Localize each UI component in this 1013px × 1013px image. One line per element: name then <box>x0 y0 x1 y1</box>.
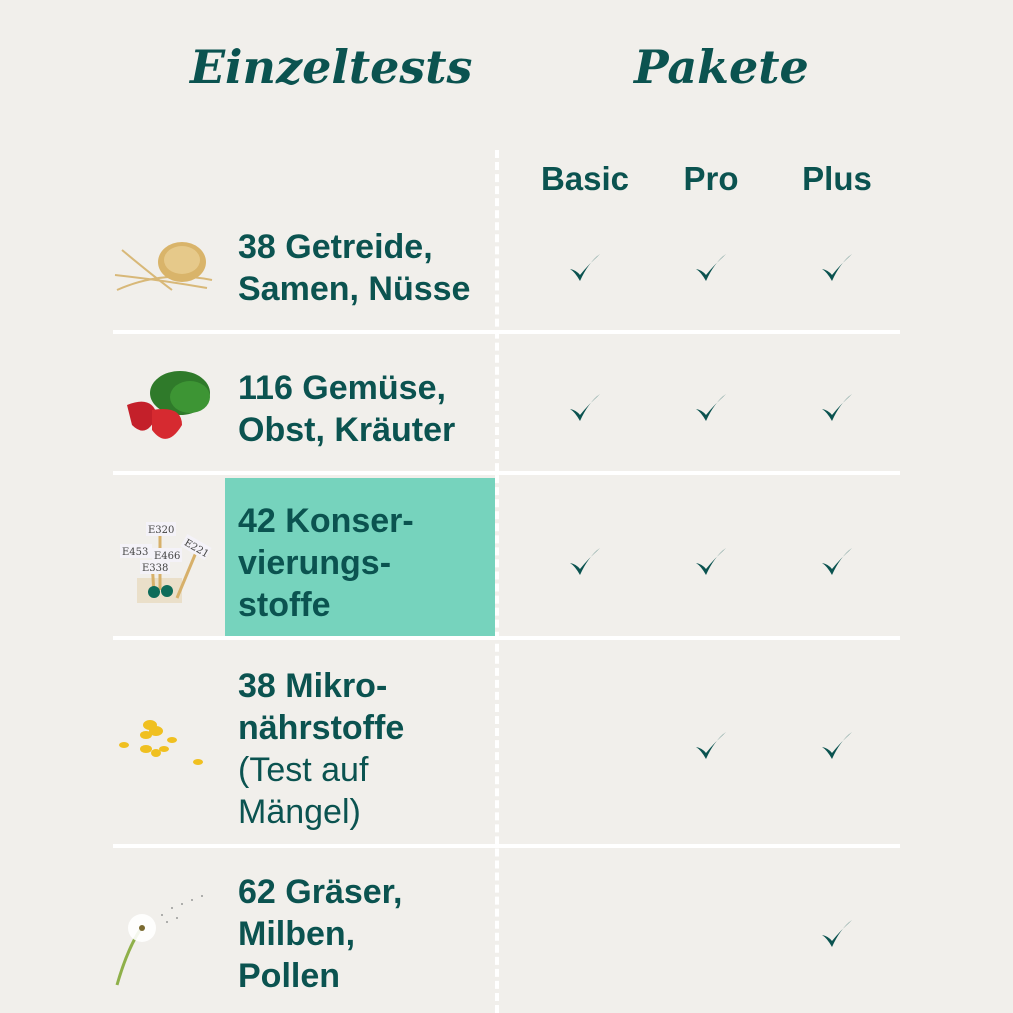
label-line: Pollen <box>238 957 341 995</box>
label-line: stoffe <box>238 586 331 624</box>
row-label-preservatives: 42 Konser- vierungs- stoffe <box>238 500 414 626</box>
einzeltests-heading: Einzeltests <box>190 40 473 94</box>
strawberry-spinach-image <box>127 371 210 439</box>
row-label-vegetables: 116 Gemüse, Obst, Kräuter <box>238 367 455 451</box>
label-line: 38 Getreide, <box>238 228 433 266</box>
label-e453: E453 <box>122 547 148 558</box>
row-divider <box>113 636 900 640</box>
check-icon <box>696 732 726 759</box>
check-icon <box>696 548 726 575</box>
check-icon <box>696 394 726 421</box>
column-basic: Basic <box>540 160 630 197</box>
label-line: 116 Gemüse, <box>238 369 446 407</box>
label-line: vierungs- <box>238 544 392 582</box>
check-icon <box>570 394 600 421</box>
row-divider <box>113 330 900 334</box>
dashed-divider <box>495 150 499 1013</box>
label-line: Mängel) <box>238 793 361 831</box>
check-icon <box>822 732 852 759</box>
label-line: 42 Konser- <box>238 502 414 540</box>
label-line: Obst, Kräuter <box>238 411 456 449</box>
label-line: (Test auf <box>238 751 369 789</box>
row-divider <box>113 471 900 475</box>
check-icon <box>570 548 600 575</box>
check-icon <box>570 254 600 281</box>
check-icon <box>822 254 852 281</box>
label-e320: E320 <box>148 525 174 536</box>
label-e338: E338 <box>142 563 168 574</box>
column-plus: Plus <box>802 160 872 197</box>
highlight-box <box>225 478 495 637</box>
pakete-heading: Pakete <box>634 40 809 94</box>
check-icon <box>822 548 852 575</box>
column-pro: Pro <box>683 160 739 197</box>
check-icon <box>696 254 726 281</box>
label-line: Milben, <box>238 915 356 953</box>
capsules-image <box>119 720 203 765</box>
check-icon <box>822 920 852 947</box>
row-divider <box>113 844 900 848</box>
label-line: Samen, Nüsse <box>238 270 471 308</box>
label-e466: E466 <box>154 551 180 562</box>
label-line: nährstoffe <box>238 709 405 747</box>
check-icon <box>822 394 852 421</box>
row-label-pollen: 62 Gräser, Milben, Pollen <box>238 871 402 997</box>
row-label-grains: 38 Getreide, Samen, Nüsse <box>238 226 470 310</box>
dandelion-image <box>115 895 203 986</box>
label-line: 38 Mikro- <box>238 667 388 705</box>
grain-wheat-image <box>114 242 213 291</box>
label-line: 62 Gräser, <box>238 873 403 911</box>
row-label-micronutrients: 38 Mikro- nährstoffe (Test auf Mängel) <box>238 665 404 833</box>
